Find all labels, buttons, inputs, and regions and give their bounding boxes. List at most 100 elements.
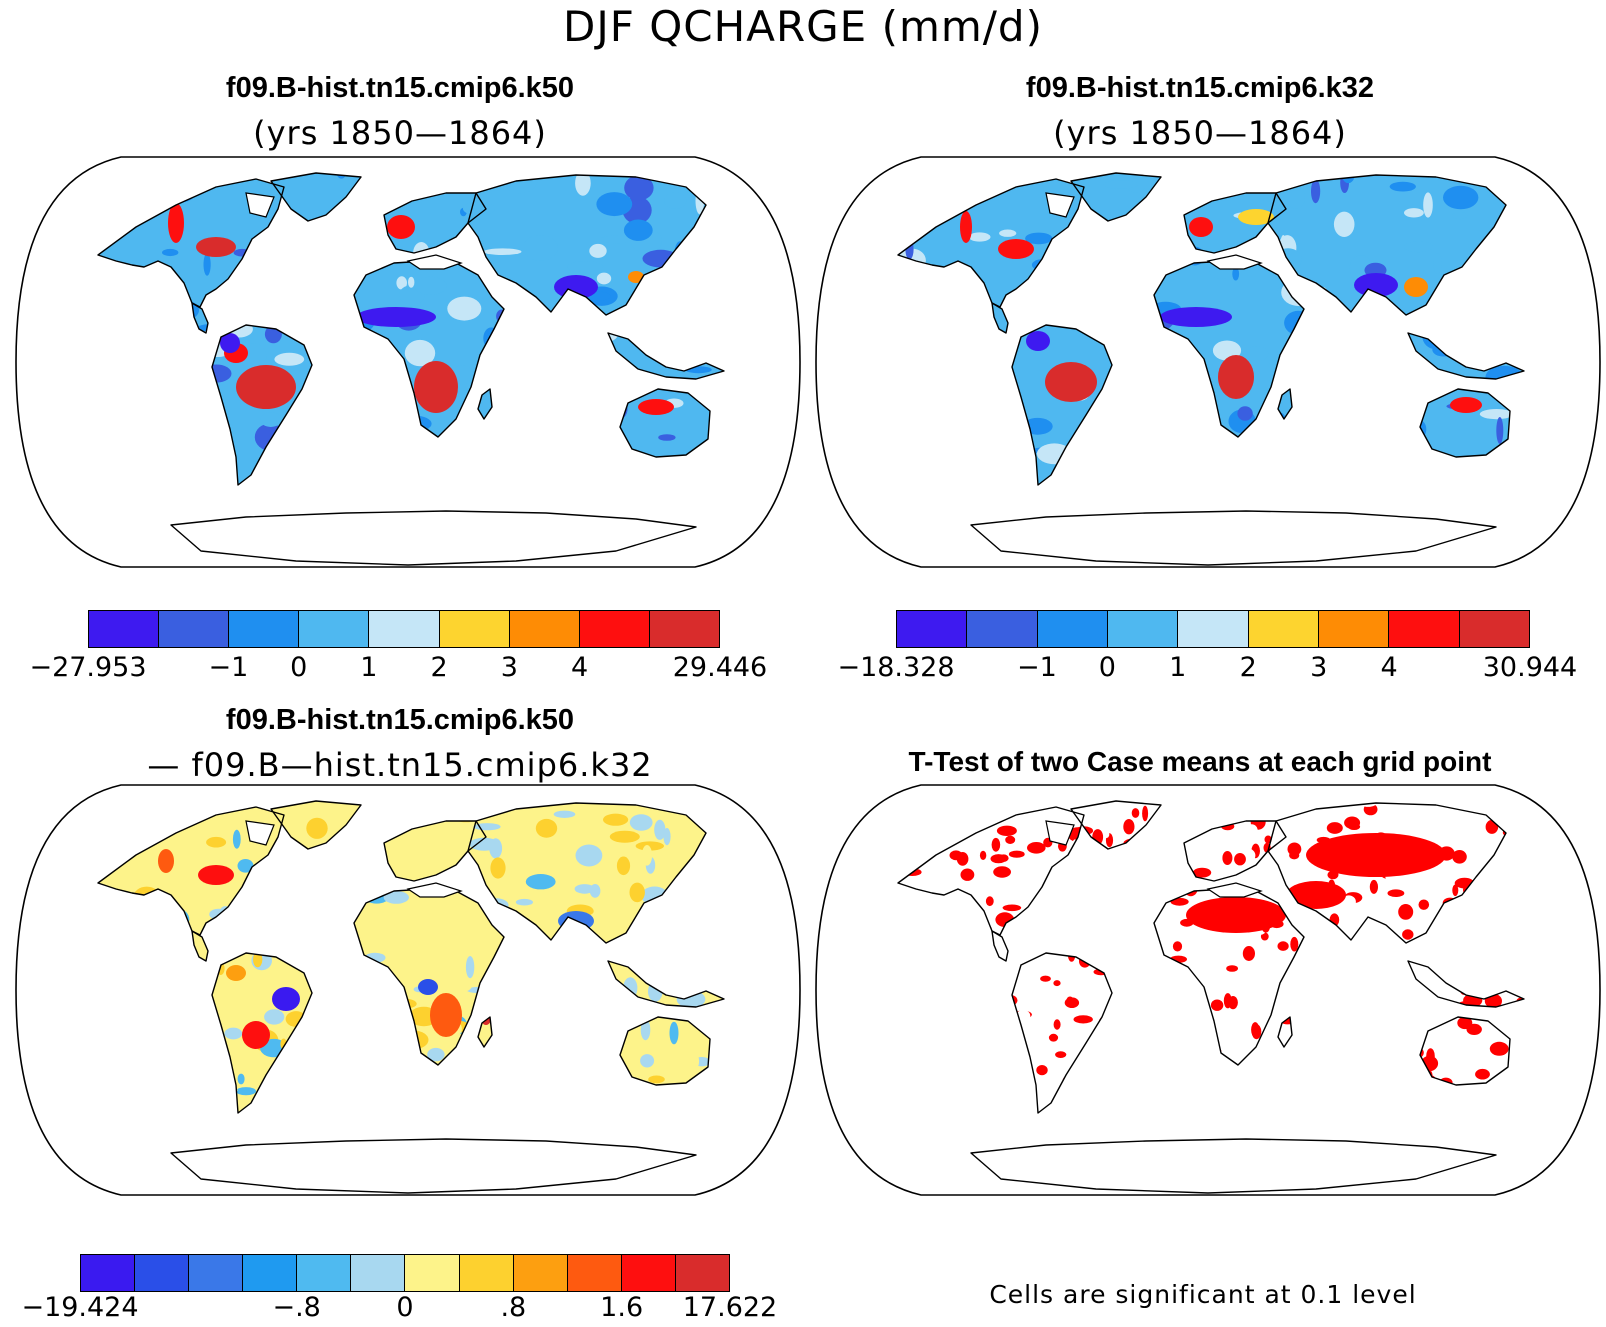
hudson-bay [245, 820, 275, 846]
significance-note: Cells are significant at 0.1 level [989, 1280, 1417, 1309]
colorbar-tick-label: 0 [396, 1292, 414, 1323]
figure-title: DJF QCHARGE (mm/d) [563, 2, 1043, 51]
coastline-asia [1267, 174, 1507, 316]
colorbar-swatch [439, 611, 510, 647]
landmass-asia [1268, 175, 1506, 315]
colorbar-case1-labels: −27.953 −1 0 1 2 3 4 29.446 [29, 652, 767, 686]
coastline-asia [1267, 802, 1507, 944]
coastline-australia [1419, 1016, 1511, 1086]
colorbar-tick-label: 30.944 [1482, 652, 1578, 683]
colorbar-swatch [459, 1255, 514, 1291]
landmass-centralAmerica [192, 931, 208, 961]
colorbar-tick-label: −1 [208, 652, 249, 683]
coastline-centralAmerica [991, 930, 1009, 962]
panel-3-subtitle: — f09.B—hist.tn15.cmip6.k32 [147, 746, 653, 784]
colorbar-swatch [513, 1255, 568, 1291]
colorbar-swatch [229, 611, 300, 647]
hudson-bay [245, 192, 275, 218]
colorbar-swatch [159, 611, 230, 647]
landmass-southAmerica [1012, 325, 1112, 485]
colorbar-swatch [1037, 611, 1108, 647]
colorbar-swatch [675, 1255, 729, 1291]
colorbar-swatch [189, 1255, 244, 1291]
coastline-southAmerica [1011, 324, 1113, 486]
coastline-centralAmerica [191, 930, 209, 962]
map-panel-case1 [15, 156, 801, 568]
coastline-northAmerica [897, 806, 1085, 936]
colorbar-case2-labels: −18.328 −1 0 1 2 3 4 30.944 [837, 652, 1577, 686]
mediterranean-sea [1206, 254, 1263, 270]
colorbar-tick-label: −19.424 [21, 1292, 139, 1323]
coastline-centralAmerica [191, 302, 209, 334]
landmass-northAmerica [898, 807, 1084, 935]
colorbar-swatch [299, 611, 370, 647]
coastline-maritime [607, 960, 725, 1008]
colorbar-swatch [1178, 611, 1249, 647]
coastline-antarctica [170, 510, 697, 566]
mediterranean-sea [1206, 882, 1263, 898]
panel-4-title: T-Test of two Case means at each grid po… [908, 746, 1492, 777]
coastline-southAmerica [1011, 952, 1113, 1114]
coastline-asia [467, 174, 707, 316]
colorbar-tick-label: −18.328 [837, 652, 955, 683]
colorbar-swatch [351, 1255, 406, 1291]
coastline-asia [467, 802, 707, 944]
coastline-northAmerica [97, 806, 285, 936]
colorbar-swatch [1318, 611, 1390, 647]
colorbar-swatch [1389, 611, 1460, 647]
colorbar-tick-label: 4 [1380, 652, 1398, 683]
coastline-greenland [270, 172, 362, 222]
colorbar-swatch [135, 1255, 190, 1291]
colorbar-tick-label: 1 [1169, 652, 1187, 683]
colorbar-tick-label: −27.953 [29, 652, 147, 683]
mediterranean-sea [406, 882, 463, 898]
colorbar-tick-label: 1 [360, 652, 378, 683]
coastline-australia [619, 388, 711, 458]
coastline-centralAmerica [991, 302, 1009, 334]
mediterranean-sea [406, 254, 463, 270]
colorbar-case1 [88, 610, 720, 648]
colorbar-swatch [967, 611, 1038, 647]
colorbar-case2 [896, 610, 1530, 648]
landmass-europe [384, 821, 486, 881]
hudson-bay [1045, 820, 1075, 846]
coastline-europe [1183, 820, 1287, 882]
colorbar-swatch [81, 1255, 136, 1291]
colorbar-swatch [567, 1255, 622, 1291]
colorbar-swatch [579, 611, 650, 647]
coastline-greenland [270, 800, 362, 850]
landmass-northAmerica [98, 179, 284, 307]
coastline-southAmerica [211, 952, 313, 1114]
colorbar-tick-label: 0 [290, 652, 308, 683]
coastline-madagascar [1277, 388, 1293, 420]
colorbar-tick-label: 2 [1239, 652, 1257, 683]
coastline-southAmerica [211, 324, 313, 486]
coastline-antarctica [170, 1138, 697, 1194]
coastline-greenland [1070, 172, 1162, 222]
landmass-centralAmerica [992, 931, 1008, 961]
colorbar-swatch [405, 1255, 460, 1291]
colorbar-tick-label: 2 [430, 652, 448, 683]
coastline-europe [1183, 192, 1287, 254]
coastline-australia [1419, 388, 1511, 458]
colorbar-swatch [243, 1255, 298, 1291]
colorbar-difference-labels: −19.424 −.8 0 .8 1.6 17.622 [21, 1292, 777, 1326]
colorbar-swatch [649, 611, 719, 647]
landmass-centralAmerica [992, 303, 1008, 333]
map-panel-case2 [815, 156, 1601, 568]
colorbar-swatch [1459, 611, 1529, 647]
panel-2-subtitle: (yrs 1850—1864) [1053, 114, 1347, 152]
colorbar-tick-label: −1 [1016, 652, 1057, 683]
colorbar-tick-label: −.8 [272, 1292, 321, 1323]
map-panel-difference [15, 784, 801, 1196]
coastline-greenland [1070, 800, 1162, 850]
colorbar-swatch [89, 611, 160, 647]
colorbar-tick-label: 29.446 [672, 652, 768, 683]
panel-1-title: f09.B-hist.tn15.cmip6.k50 [225, 72, 575, 104]
landmass-northAmerica [898, 179, 1084, 307]
hudson-bay [1045, 192, 1075, 218]
coastline-antarctica [970, 510, 1497, 566]
colorbar-tick-label: .8 [500, 1292, 527, 1323]
colorbar-swatch [297, 1255, 352, 1291]
coastline-europe [383, 192, 487, 254]
